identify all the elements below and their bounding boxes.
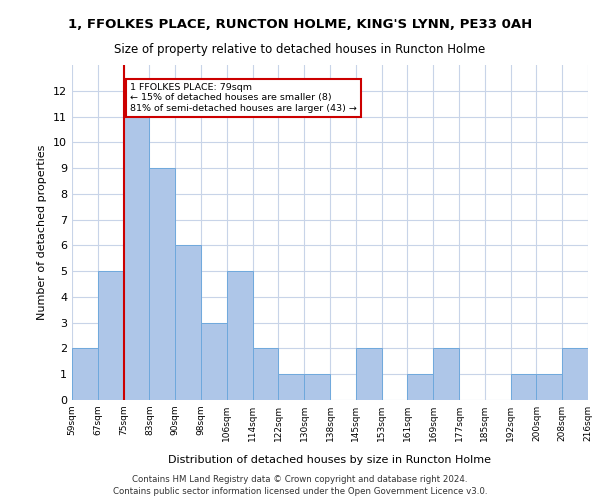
- Text: Contains public sector information licensed under the Open Government Licence v3: Contains public sector information licen…: [113, 487, 487, 496]
- Bar: [536, 374, 562, 400]
- Bar: [278, 374, 304, 400]
- Y-axis label: Number of detached properties: Number of detached properties: [37, 145, 47, 320]
- Text: Contains HM Land Registry data © Crown copyright and database right 2024.: Contains HM Land Registry data © Crown c…: [132, 475, 468, 484]
- Bar: [227, 271, 253, 400]
- Text: 1, FFOLKES PLACE, RUNCTON HOLME, KING'S LYNN, PE33 0AH: 1, FFOLKES PLACE, RUNCTON HOLME, KING'S …: [68, 18, 532, 30]
- Bar: [562, 348, 588, 400]
- Text: 1 FFOLKES PLACE: 79sqm
← 15% of detached houses are smaller (8)
81% of semi-deta: 1 FFOLKES PLACE: 79sqm ← 15% of detached…: [130, 83, 357, 113]
- Text: Size of property relative to detached houses in Runcton Holme: Size of property relative to detached ho…: [115, 42, 485, 56]
- Bar: [175, 246, 201, 400]
- X-axis label: Distribution of detached houses by size in Runcton Holme: Distribution of detached houses by size …: [169, 455, 491, 465]
- Bar: [201, 322, 227, 400]
- Bar: [124, 116, 149, 400]
- Bar: [304, 374, 330, 400]
- Bar: [356, 348, 382, 400]
- Bar: [253, 348, 278, 400]
- Bar: [433, 348, 459, 400]
- Bar: [407, 374, 433, 400]
- Bar: [149, 168, 175, 400]
- Bar: [72, 348, 98, 400]
- Bar: [511, 374, 536, 400]
- Bar: [98, 271, 124, 400]
